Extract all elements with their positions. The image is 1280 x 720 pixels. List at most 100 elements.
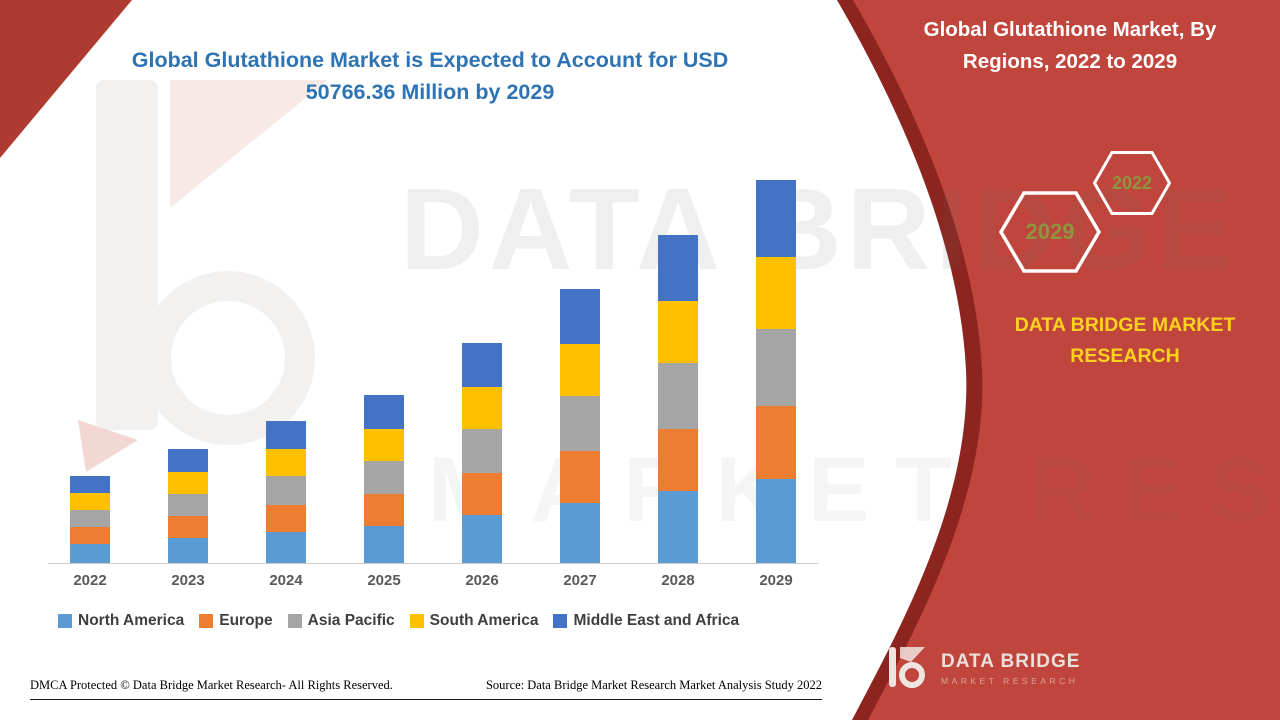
stacked-bar-2029 <box>756 150 796 563</box>
hexagon-2029: 2029 <box>998 190 1102 274</box>
x-axis-label: 2029 <box>759 572 793 589</box>
legend-swatch <box>199 614 214 628</box>
legend-swatch <box>287 614 302 628</box>
x-axis-label: 2025 <box>367 572 401 589</box>
bar-segment-middle-east-and-africa <box>756 179 796 257</box>
bar-segment-north-america <box>462 514 502 563</box>
bar-segment-south-america <box>168 471 208 494</box>
bar-column: 2024 <box>250 150 322 590</box>
bar-segment-south-america <box>756 256 796 330</box>
data-bridge-logo-icon <box>889 647 925 688</box>
legend-label: Europe <box>219 612 273 629</box>
brand-name-text: DATA BRIDGE MARKET RESEARCH <box>1014 314 1236 368</box>
bars-container: 2022 2023 2024 2025 2026 2027 2028 2029 <box>48 150 818 590</box>
brand-logo-name: DATA BRIDGE <box>941 650 1081 672</box>
page-title: Global Glutathione Market is Expected to… <box>131 48 729 105</box>
bar-segment-europe <box>462 472 502 515</box>
bar-column: 2022 <box>54 150 126 590</box>
hexagon-outline-icon <box>998 191 1102 273</box>
bar-segment-south-america <box>364 428 404 461</box>
brand-logo-subtitle: MARKET RESEARCH <box>941 675 1079 686</box>
x-axis-label: 2024 <box>269 572 303 589</box>
legend-label: Middle East and Africa <box>573 612 740 629</box>
bar-column: 2029 <box>740 150 812 590</box>
legend-label: South America <box>429 612 539 629</box>
chart-legend: North America Europe Asia Pacific South Ame… <box>58 612 739 630</box>
watermark-logo-icon <box>78 80 328 472</box>
source-note: Source: Data Bridge Market Research Mark… <box>485 678 822 692</box>
bar-segment-asia-pacific <box>658 363 698 429</box>
bar-segment-asia-pacific <box>560 395 600 451</box>
bar-column: 2026 <box>446 150 518 590</box>
bar-segment-middle-east-and-africa <box>560 289 600 344</box>
dmca-notice: DMCA Protected © Data Bridge Market Rese… <box>30 678 393 692</box>
bar-segment-north-america <box>658 490 698 563</box>
stacked-bar-2028 <box>658 150 698 563</box>
bar-segment-south-america <box>462 387 502 429</box>
legend-item: Asia Pacific <box>287 612 395 630</box>
legend-item: Europe <box>199 612 273 630</box>
hexagon-year-label: 2029 <box>1025 219 1075 244</box>
stacked-bar-2025 <box>364 150 404 563</box>
hexagon-2022: 2022 <box>1092 150 1172 216</box>
bar-segment-north-america <box>266 531 306 563</box>
bar-segment-south-america <box>266 449 306 477</box>
bar-segment-europe <box>364 494 404 526</box>
bar-segment-north-america <box>168 538 208 563</box>
bar-column: 2027 <box>544 150 616 590</box>
bar-segment-asia-pacific <box>266 476 306 505</box>
x-axis-label: 2028 <box>661 572 695 589</box>
x-axis-line <box>48 563 818 564</box>
bar-segment-north-america <box>756 478 796 563</box>
x-axis-label: 2023 <box>171 572 205 589</box>
bar-segment-north-america <box>70 543 110 563</box>
brand-logo-text: DATA BRIDGE MARKET RESEARCH <box>941 651 1080 686</box>
stacked-bar-2023 <box>168 150 208 563</box>
bar-segment-south-america <box>560 343 600 396</box>
bar-segment-middle-east-and-africa <box>658 235 698 301</box>
bar-segment-middle-east-and-africa <box>364 395 404 429</box>
legend-label: Asia Pacific <box>307 612 395 629</box>
legend-item: North America <box>58 612 184 630</box>
legend-swatch <box>553 614 568 628</box>
stacked-bar-2024 <box>266 150 306 563</box>
stacked-bar-2022 <box>70 150 110 563</box>
x-axis-label: 2026 <box>465 572 499 589</box>
stacked-bar-2027 <box>560 150 600 563</box>
bar-segment-middle-east-and-africa <box>266 421 306 450</box>
stacked-bar-chart: 2022 2023 2024 2025 2026 2027 2028 2029 <box>48 150 818 590</box>
bar-segment-north-america <box>560 502 600 563</box>
bar-segment-europe <box>658 428 698 491</box>
bar-segment-middle-east-and-africa <box>168 449 208 472</box>
legend-swatch <box>409 614 424 628</box>
right-panel-title: Global Glutathione Market, By Regions, 2… <box>923 18 1217 73</box>
legend-item: Middle East and Africa <box>553 612 739 630</box>
hexagon-outline-icon <box>1092 151 1172 215</box>
bar-segment-asia-pacific <box>168 493 208 517</box>
bar-segment-asia-pacific <box>364 460 404 495</box>
bar-segment-asia-pacific <box>462 428 502 473</box>
hexagon-year-label: 2022 <box>1111 172 1153 193</box>
bar-column: 2028 <box>642 150 714 590</box>
bar-column: 2025 <box>348 150 420 590</box>
bar-segment-asia-pacific <box>70 509 110 528</box>
bar-segment-europe <box>70 527 110 544</box>
legend-label: North America <box>78 612 185 629</box>
bar-segment-europe <box>168 516 208 538</box>
bar-segment-europe <box>560 450 600 503</box>
legend-swatch <box>58 614 72 628</box>
x-axis-label: 2027 <box>563 572 597 589</box>
bar-segment-middle-east-and-africa <box>462 343 502 388</box>
bar-segment-europe <box>756 405 796 479</box>
bar-segment-south-america <box>70 493 110 510</box>
bar-segment-north-america <box>364 526 404 563</box>
bar-segment-europe <box>266 504 306 532</box>
brand-logo: DATA BRIDGE MARKET RESEARCH <box>885 644 1080 692</box>
bar-segment-asia-pacific <box>756 329 796 406</box>
stacked-bar-2026 <box>462 150 502 563</box>
legend-item: South America <box>409 612 539 630</box>
bar-segment-middle-east-and-africa <box>70 476 110 494</box>
x-axis-label: 2022 <box>73 572 107 589</box>
footer: DMCA Protected © Data Bridge Market Rese… <box>30 678 822 700</box>
